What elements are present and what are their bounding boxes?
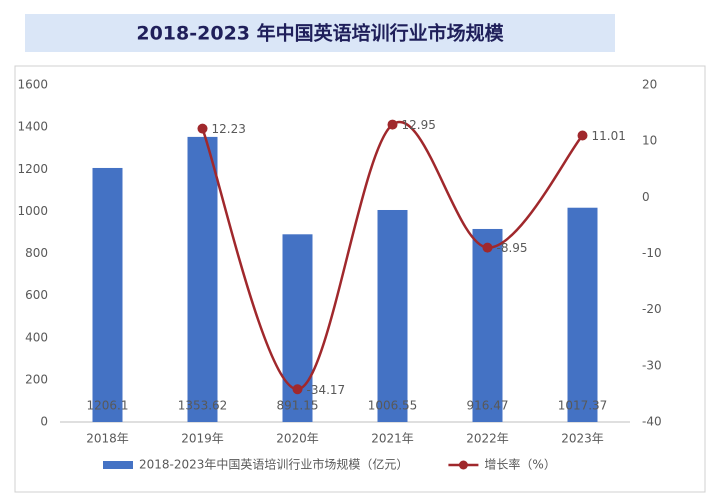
y2-tick-label: -20 <box>642 302 662 316</box>
y-tick-label: 1200 <box>17 162 48 176</box>
x-tick-label: 2023年 <box>561 432 604 446</box>
y2-tick-label: 20 <box>642 78 657 92</box>
y-tick-label: 800 <box>25 246 48 260</box>
y2-tick-label: -40 <box>642 415 662 429</box>
y-tick-label: 1000 <box>17 204 48 218</box>
legend-swatch <box>103 461 133 469</box>
line <box>201 120 584 391</box>
bar-value-label: 1353.62 <box>178 399 228 413</box>
line-value-label: -8.95 <box>497 241 528 255</box>
x-tick-label: 2020年 <box>276 432 319 446</box>
bar-value-label: 1017.37 <box>558 399 608 413</box>
x-tick-label: 2022年 <box>466 432 509 446</box>
line-marker <box>482 242 493 253</box>
x-tick-label: 2019年 <box>181 432 224 446</box>
chart-frame <box>14 65 706 493</box>
y2-tick-label: -10 <box>642 246 662 260</box>
legend-label: 2018-2023年中国英语培训行业市场规模（亿元） <box>139 457 408 472</box>
bar <box>92 167 123 422</box>
line-marker <box>197 123 208 134</box>
legend-label: 增长率（%） <box>484 457 555 472</box>
y-tick-label: 1400 <box>17 120 48 134</box>
y-tick-label: 0 <box>40 415 48 429</box>
bar-value-label: 916.47 <box>467 399 509 413</box>
line-value-label: 12.95 <box>402 118 436 132</box>
legend-swatch-marker <box>458 460 468 470</box>
y-tick-label: 400 <box>25 330 48 344</box>
bar <box>377 209 408 422</box>
bar <box>472 228 503 422</box>
chart-title: 2018-2023 年中国英语培训行业市场规模 <box>136 22 504 45</box>
line-marker <box>387 119 398 130</box>
line-marker <box>292 384 303 395</box>
y-tick-label: 200 <box>25 372 48 386</box>
line-value-label: -34.17 <box>307 383 346 397</box>
bar <box>567 207 598 422</box>
y2-tick-label: 10 <box>642 134 657 148</box>
bar <box>187 136 218 422</box>
x-tick-label: 2021年 <box>371 432 414 446</box>
y2-tick-label: -30 <box>642 358 662 372</box>
line-value-label: 12.23 <box>212 122 246 136</box>
x-tick-label: 2018年 <box>86 432 129 446</box>
line-value-label: 11.01 <box>592 129 626 143</box>
line-marker <box>577 130 588 141</box>
y-tick-label: 600 <box>25 288 48 302</box>
y2-tick-label: 0 <box>642 190 650 204</box>
title-box <box>25 14 615 52</box>
bar-value-label: 1206.1 <box>87 399 129 413</box>
y-tick-label: 1600 <box>17 78 48 92</box>
bar-value-label: 1006.55 <box>368 399 418 413</box>
bar-value-label: 891.15 <box>277 399 319 413</box>
